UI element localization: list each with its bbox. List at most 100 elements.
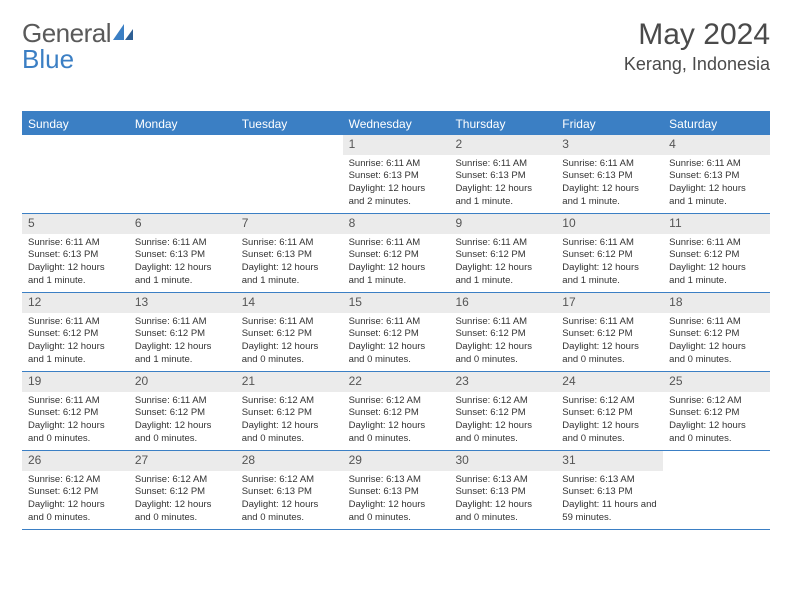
day-number: 17 bbox=[556, 293, 663, 313]
sunrise-line: Sunrise: 6:11 AM bbox=[349, 237, 444, 250]
day-number: 18 bbox=[663, 293, 770, 313]
sunset-line: Sunset: 6:12 PM bbox=[455, 407, 550, 420]
day-details: Sunrise: 6:11 AMSunset: 6:13 PMDaylight:… bbox=[449, 155, 556, 213]
daylight-line: Daylight: 12 hours and 0 minutes. bbox=[28, 499, 123, 525]
sunrise-line: Sunrise: 6:11 AM bbox=[135, 316, 230, 329]
sunrise-line: Sunrise: 6:11 AM bbox=[669, 237, 764, 250]
day-cell: 22Sunrise: 6:12 AMSunset: 6:12 PMDayligh… bbox=[343, 372, 450, 450]
sunset-line: Sunset: 6:12 PM bbox=[349, 328, 444, 341]
sunrise-line: Sunrise: 6:11 AM bbox=[669, 316, 764, 329]
day-number: 29 bbox=[343, 451, 450, 471]
sunrise-line: Sunrise: 6:11 AM bbox=[562, 158, 657, 171]
calendar: SundayMondayTuesdayWednesdayThursdayFrid… bbox=[22, 111, 770, 530]
day-details: Sunrise: 6:11 AMSunset: 6:12 PMDaylight:… bbox=[556, 313, 663, 371]
day-number: 25 bbox=[663, 372, 770, 392]
daylight-line: Daylight: 12 hours and 0 minutes. bbox=[242, 341, 337, 367]
week-row: 5Sunrise: 6:11 AMSunset: 6:13 PMDaylight… bbox=[22, 214, 770, 293]
sunset-line: Sunset: 6:13 PM bbox=[349, 486, 444, 499]
day-number: 19 bbox=[22, 372, 129, 392]
sunset-line: Sunset: 6:13 PM bbox=[562, 486, 657, 499]
day-details: Sunrise: 6:11 AMSunset: 6:12 PMDaylight:… bbox=[343, 313, 450, 371]
sunset-line: Sunset: 6:12 PM bbox=[135, 328, 230, 341]
day-cell: 16Sunrise: 6:11 AMSunset: 6:12 PMDayligh… bbox=[449, 293, 556, 371]
day-cell: 18Sunrise: 6:11 AMSunset: 6:12 PMDayligh… bbox=[663, 293, 770, 371]
day-cell: 9Sunrise: 6:11 AMSunset: 6:12 PMDaylight… bbox=[449, 214, 556, 292]
sunrise-line: Sunrise: 6:13 AM bbox=[562, 474, 657, 487]
month-title: May 2024 bbox=[624, 18, 770, 52]
day-number: 24 bbox=[556, 372, 663, 392]
day-number: 9 bbox=[449, 214, 556, 234]
sunrise-line: Sunrise: 6:11 AM bbox=[242, 316, 337, 329]
sunrise-line: Sunrise: 6:11 AM bbox=[135, 237, 230, 250]
day-cell: 8Sunrise: 6:11 AMSunset: 6:12 PMDaylight… bbox=[343, 214, 450, 292]
title-block: May 2024 Kerang, Indonesia bbox=[624, 18, 770, 75]
daylight-line: Daylight: 12 hours and 0 minutes. bbox=[349, 341, 444, 367]
sunset-line: Sunset: 6:13 PM bbox=[135, 249, 230, 262]
day-number: 20 bbox=[129, 372, 236, 392]
sunset-line: Sunset: 6:12 PM bbox=[28, 486, 123, 499]
day-cell: 20Sunrise: 6:11 AMSunset: 6:12 PMDayligh… bbox=[129, 372, 236, 450]
day-number: 27 bbox=[129, 451, 236, 471]
sunrise-line: Sunrise: 6:11 AM bbox=[349, 158, 444, 171]
daylight-line: Daylight: 12 hours and 2 minutes. bbox=[349, 183, 444, 209]
sunset-line: Sunset: 6:12 PM bbox=[455, 249, 550, 262]
day-cell: 13Sunrise: 6:11 AMSunset: 6:12 PMDayligh… bbox=[129, 293, 236, 371]
weekday-header: Wednesday bbox=[343, 113, 450, 135]
day-details: Sunrise: 6:11 AMSunset: 6:13 PMDaylight:… bbox=[129, 234, 236, 292]
sunset-line: Sunset: 6:12 PM bbox=[242, 328, 337, 341]
day-cell: 12Sunrise: 6:11 AMSunset: 6:12 PMDayligh… bbox=[22, 293, 129, 371]
daylight-line: Daylight: 12 hours and 1 minute. bbox=[669, 262, 764, 288]
day-number: 1 bbox=[343, 135, 450, 155]
day-details: Sunrise: 6:13 AMSunset: 6:13 PMDaylight:… bbox=[343, 471, 450, 529]
daylight-line: Daylight: 12 hours and 1 minute. bbox=[242, 262, 337, 288]
sunrise-line: Sunrise: 6:13 AM bbox=[455, 474, 550, 487]
day-details: Sunrise: 6:13 AMSunset: 6:13 PMDaylight:… bbox=[556, 471, 663, 529]
daylight-line: Daylight: 11 hours and 59 minutes. bbox=[562, 499, 657, 525]
day-details: Sunrise: 6:11 AMSunset: 6:13 PMDaylight:… bbox=[663, 155, 770, 213]
day-cell: 28Sunrise: 6:12 AMSunset: 6:13 PMDayligh… bbox=[236, 451, 343, 529]
sunset-line: Sunset: 6:12 PM bbox=[455, 328, 550, 341]
sunrise-line: Sunrise: 6:12 AM bbox=[562, 395, 657, 408]
weekday-header: Friday bbox=[556, 113, 663, 135]
sunset-line: Sunset: 6:12 PM bbox=[349, 407, 444, 420]
day-number: 5 bbox=[22, 214, 129, 234]
day-number: 15 bbox=[343, 293, 450, 313]
day-details: Sunrise: 6:12 AMSunset: 6:12 PMDaylight:… bbox=[236, 392, 343, 450]
daylight-line: Daylight: 12 hours and 1 minute. bbox=[349, 262, 444, 288]
sunrise-line: Sunrise: 6:11 AM bbox=[349, 316, 444, 329]
day-details: Sunrise: 6:11 AMSunset: 6:12 PMDaylight:… bbox=[449, 313, 556, 371]
week-row: ...1Sunrise: 6:11 AMSunset: 6:13 PMDayli… bbox=[22, 135, 770, 214]
weekday-header: Monday bbox=[129, 113, 236, 135]
day-number: 4 bbox=[663, 135, 770, 155]
day-cell: 4Sunrise: 6:11 AMSunset: 6:13 PMDaylight… bbox=[663, 135, 770, 213]
day-details: Sunrise: 6:11 AMSunset: 6:12 PMDaylight:… bbox=[449, 234, 556, 292]
header: General May 2024 Kerang, Indonesia bbox=[22, 18, 770, 75]
weekday-header: Saturday bbox=[663, 113, 770, 135]
daylight-line: Daylight: 12 hours and 0 minutes. bbox=[669, 420, 764, 446]
week-row: 19Sunrise: 6:11 AMSunset: 6:12 PMDayligh… bbox=[22, 372, 770, 451]
sunset-line: Sunset: 6:13 PM bbox=[455, 486, 550, 499]
day-cell: 21Sunrise: 6:12 AMSunset: 6:12 PMDayligh… bbox=[236, 372, 343, 450]
logo-sail-icon bbox=[113, 18, 135, 49]
daylight-line: Daylight: 12 hours and 0 minutes. bbox=[562, 420, 657, 446]
day-number: 12 bbox=[22, 293, 129, 313]
day-cell: 11Sunrise: 6:11 AMSunset: 6:12 PMDayligh… bbox=[663, 214, 770, 292]
daylight-line: Daylight: 12 hours and 0 minutes. bbox=[135, 420, 230, 446]
day-cell: 5Sunrise: 6:11 AMSunset: 6:13 PMDaylight… bbox=[22, 214, 129, 292]
sunrise-line: Sunrise: 6:11 AM bbox=[242, 237, 337, 250]
day-number: 2 bbox=[449, 135, 556, 155]
sunrise-line: Sunrise: 6:12 AM bbox=[242, 395, 337, 408]
day-cell: 26Sunrise: 6:12 AMSunset: 6:12 PMDayligh… bbox=[22, 451, 129, 529]
sunset-line: Sunset: 6:12 PM bbox=[562, 328, 657, 341]
daylight-line: Daylight: 12 hours and 1 minute. bbox=[28, 262, 123, 288]
day-number: 28 bbox=[236, 451, 343, 471]
day-number: 21 bbox=[236, 372, 343, 392]
sunset-line: Sunset: 6:13 PM bbox=[28, 249, 123, 262]
day-number: 26 bbox=[22, 451, 129, 471]
sunset-line: Sunset: 6:12 PM bbox=[669, 249, 764, 262]
weekday-header: Thursday bbox=[449, 113, 556, 135]
sunset-line: Sunset: 6:12 PM bbox=[242, 407, 337, 420]
day-cell: 25Sunrise: 6:12 AMSunset: 6:12 PMDayligh… bbox=[663, 372, 770, 450]
day-cell: 1Sunrise: 6:11 AMSunset: 6:13 PMDaylight… bbox=[343, 135, 450, 213]
day-details: Sunrise: 6:11 AMSunset: 6:12 PMDaylight:… bbox=[22, 313, 129, 371]
